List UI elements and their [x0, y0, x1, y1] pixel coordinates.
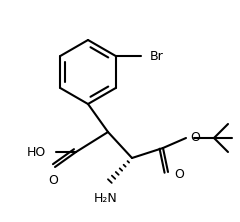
- Text: Br: Br: [150, 50, 163, 63]
- Text: O: O: [174, 168, 184, 180]
- Text: O: O: [48, 174, 58, 187]
- Text: HO: HO: [27, 145, 46, 159]
- Text: O: O: [190, 131, 200, 143]
- Text: H₂N: H₂N: [94, 192, 118, 205]
